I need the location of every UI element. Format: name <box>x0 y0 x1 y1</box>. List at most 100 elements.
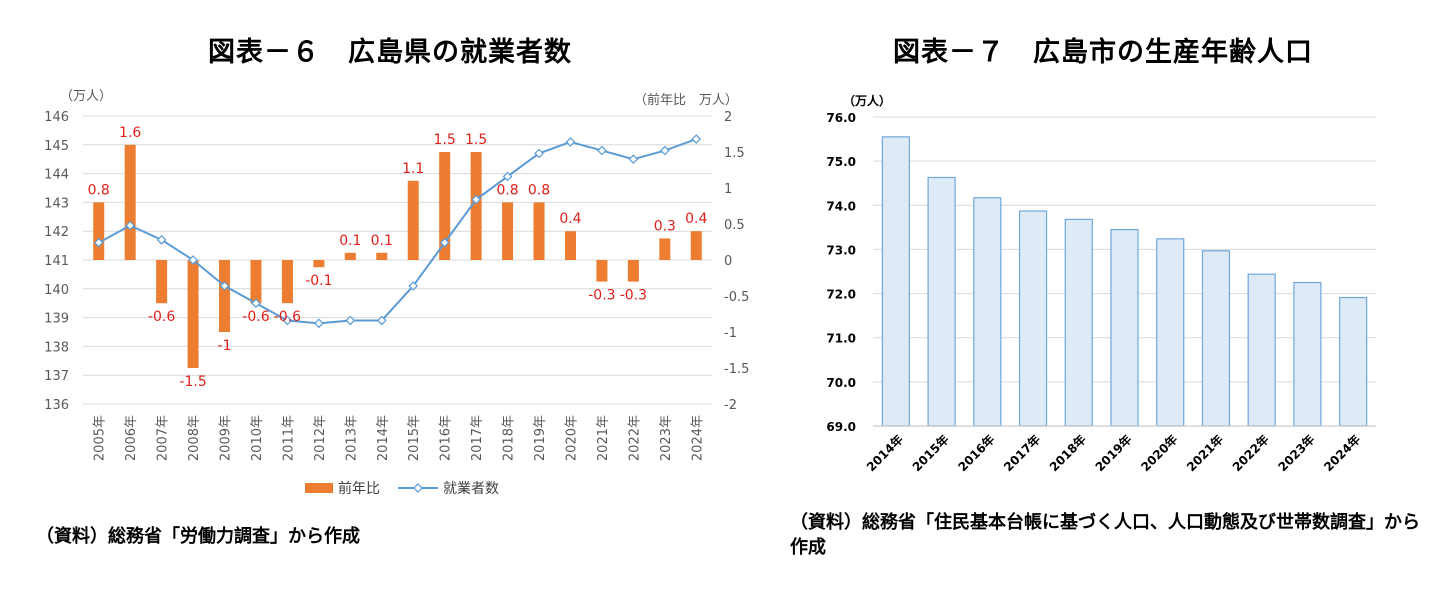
chart6-bar-data-label: 0.1 <box>371 233 393 249</box>
chart6-legend-swatch-bar <box>305 483 333 493</box>
chart6-bar-data-label: -0.6 <box>274 309 301 325</box>
chart6-y-right-tick-label: -1.5 <box>724 362 749 377</box>
chart7-y-tick-label: 76.0 <box>826 111 856 125</box>
chart6-bar <box>627 260 639 282</box>
chart7-x-tick-label: 2014年 <box>863 432 906 475</box>
chart6-bar-data-label: 0.8 <box>496 182 518 198</box>
chart6-bar-data-label: 1.5 <box>434 132 456 148</box>
chart6-bar-data-label: -0.6 <box>148 309 175 325</box>
chart6-y-right-tick-label: -1 <box>724 326 737 341</box>
chart6-bar-data-label: 0.3 <box>654 218 676 234</box>
chart6-y-right-tick-label: 0.5 <box>724 218 745 233</box>
chart6-line-marker <box>125 220 136 231</box>
chart6-x-tick-label: 2008年 <box>187 415 202 461</box>
chart6-legend-label-line: 就業者数 <box>443 481 499 497</box>
chart6-y-left-tick-label: 138 <box>44 340 69 355</box>
chart6-bar-data-label: 0.8 <box>88 182 110 198</box>
chart6-line-marker <box>376 315 387 326</box>
chart7-x-tick-label: 2019年 <box>1092 432 1135 475</box>
chart6-y-left-tick-label: 144 <box>44 168 69 183</box>
chart7-x-tick-label: 2017年 <box>1000 432 1043 475</box>
chart6-line-marker <box>156 234 167 245</box>
chart6-bar <box>659 238 671 260</box>
chart6-y-left-tick-label: 136 <box>44 398 69 413</box>
chart6-title: 図表－６ 広島県の就業者数 <box>208 37 572 68</box>
chart6-line-marker <box>691 134 702 144</box>
chart6-bar <box>124 144 136 260</box>
chart7-x-tick-label: 2015年 <box>909 432 952 475</box>
chart6-bar-data-label: 0.4 <box>685 211 707 227</box>
chart7-y-tick-label: 72.0 <box>826 288 856 302</box>
chart6-line-marker <box>659 145 670 156</box>
chart6-y-right-tick-label: -2 <box>724 398 737 413</box>
chart7-bar <box>973 197 1002 427</box>
chart6-x-tick-label: 2024年 <box>690 415 705 461</box>
chart7-x-tick-label: 2021年 <box>1183 432 1226 475</box>
chart6-line-marker <box>502 171 513 182</box>
chart6-bar <box>533 202 545 260</box>
chart7-x-tick-label: 2024年 <box>1321 432 1364 475</box>
chart6-bar <box>313 260 325 268</box>
chart6-y-right-unit: （前年比 万人） <box>634 92 738 108</box>
chart7-y-tick-label: 70.0 <box>826 376 856 390</box>
chart7-x-tick-label: 2018年 <box>1046 432 1089 475</box>
chart6-line-marker <box>219 281 230 291</box>
chart6-bar-data-label: -0.6 <box>242 309 269 325</box>
chart7-bar <box>927 176 956 427</box>
chart6-x-tick-label: 2017年 <box>470 415 485 461</box>
chart6-bar <box>344 252 356 260</box>
chart6-line-marker <box>345 315 356 326</box>
chart6-x-tick-label: 2018年 <box>502 415 517 461</box>
chart6-y-left-tick-label: 139 <box>44 312 69 327</box>
chart6-x-tick-label: 2013年 <box>344 415 359 461</box>
chart6-x-tick-label: 2022年 <box>627 415 642 461</box>
chart6-line-marker <box>93 237 104 248</box>
chart7-y-tick-label: 74.0 <box>826 199 856 213</box>
chart7-x-tick-label: 2023年 <box>1275 432 1318 475</box>
chart6-x-tick-label: 2006年 <box>124 415 139 461</box>
chart6-x-tick-label: 2021年 <box>596 415 611 461</box>
chart6-bar <box>281 260 293 304</box>
chart6-y-left-tick-label: 146 <box>44 110 69 125</box>
chart7-bar <box>881 136 910 427</box>
chart6-y-left-tick-label: 142 <box>44 225 69 240</box>
chart6-line-marker <box>408 281 419 291</box>
chart6-x-tick-label: 2020年 <box>564 415 579 461</box>
chart7-working-age-population-chart: 69.0 70.0 71.0 72.0 73.0 74.0 75.0 76.0 （万人） 2014… <box>826 93 1376 475</box>
chart6-y-left-unit: （万人） <box>60 89 112 104</box>
chart7-x-tick-label: 2016年 <box>955 432 998 475</box>
chart6-bar <box>439 152 451 260</box>
chart6-x-tick-label: 2015年 <box>407 415 422 461</box>
chart6-y-left-tick-label: 140 <box>44 283 69 298</box>
chart6-bar <box>407 180 419 260</box>
chart6-bar <box>93 202 105 260</box>
chart6-line-marker <box>597 145 607 156</box>
chart6-x-tick-label: 2014年 <box>376 415 391 461</box>
chart6-line-marker <box>314 318 324 329</box>
chart7-bar <box>1293 281 1322 427</box>
chart6-y-right-tick-label: 0 <box>724 254 732 269</box>
chart7-y-tick-label: 69.0 <box>826 420 856 434</box>
chart6-bar <box>156 260 168 304</box>
chart7-title: 図表－７ 広島市の生産年齢人口 <box>893 37 1313 68</box>
chart6-bar-data-label: 1.1 <box>402 161 424 177</box>
chart6-x-tick-label: 2007年 <box>156 415 171 461</box>
chart7-y-unit: （万人） <box>843 93 891 108</box>
chart6-bar <box>187 260 199 368</box>
chart6-bar <box>690 231 702 260</box>
chart6-line-marker <box>282 315 293 326</box>
chart7-bar <box>1247 273 1276 427</box>
chart7-x-tick-label: 2020年 <box>1138 432 1181 475</box>
chart6-bar-data-label: -1 <box>218 338 232 354</box>
chart6-line <box>98 138 697 325</box>
chart6-legend-swatch-marker <box>413 483 423 493</box>
chart7-bar <box>1156 238 1185 427</box>
chart6-x-tick-label: 2023年 <box>659 415 674 461</box>
chart6-y-left-tick-label: 141 <box>44 254 69 269</box>
chart6-bar <box>470 152 482 260</box>
chart6-x-tick-label: 2011年 <box>281 415 296 461</box>
chart6-bar-data-label: -0.1 <box>305 273 332 289</box>
chart6-line-marker <box>565 137 576 147</box>
chart6-bar-data-label: 1.6 <box>119 125 141 141</box>
chart6-y-left-tick-label: 137 <box>44 369 69 384</box>
